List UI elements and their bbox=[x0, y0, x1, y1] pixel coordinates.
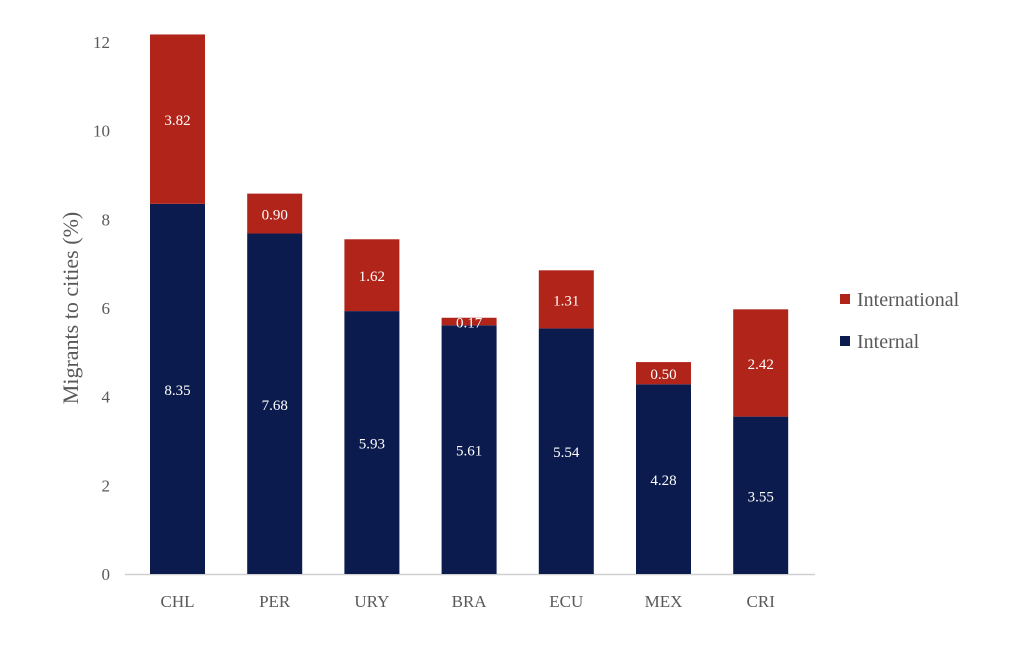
bar-international-bra bbox=[441, 317, 497, 326]
bar-international-ury bbox=[344, 239, 400, 312]
data-label: 0.50 bbox=[650, 367, 676, 383]
data-label: 3.82 bbox=[164, 113, 190, 129]
bar-international-per bbox=[247, 193, 303, 234]
x-tick-label: PER bbox=[259, 592, 291, 611]
bar-international-chl bbox=[150, 34, 205, 204]
data-label: 7.68 bbox=[262, 398, 288, 414]
data-label: 5.61 bbox=[456, 444, 482, 460]
y-tick-label: 12 bbox=[93, 33, 110, 52]
x-tick-label: URY bbox=[354, 592, 389, 611]
y-axis-label: Migrants to cities (%) bbox=[58, 212, 83, 404]
data-label: 8.35 bbox=[164, 383, 190, 399]
legend-label-internal: Internal bbox=[857, 331, 920, 353]
legend-swatch-internal bbox=[840, 336, 850, 346]
y-tick-label: 10 bbox=[93, 122, 110, 141]
x-tick-label: ECU bbox=[549, 592, 583, 611]
data-label: 1.62 bbox=[359, 269, 385, 285]
bar-internal-per bbox=[247, 233, 303, 574]
x-tick-label: BRA bbox=[452, 592, 488, 611]
x-tick-label: CHL bbox=[161, 592, 195, 611]
data-label: 5.93 bbox=[359, 437, 385, 453]
y-tick-label: 2 bbox=[102, 476, 111, 495]
bar-internal-chl bbox=[150, 203, 205, 575]
data-label: 2.42 bbox=[748, 357, 774, 373]
y-tick-label: 8 bbox=[102, 210, 111, 229]
bar-international-ecu bbox=[538, 270, 594, 329]
data-label: 5.54 bbox=[553, 445, 580, 461]
y-tick-label: 4 bbox=[102, 388, 111, 407]
data-label: 0.90 bbox=[262, 208, 288, 224]
bar-internal-ecu bbox=[538, 328, 594, 574]
bar-international-cri bbox=[733, 309, 789, 417]
bar-internal-cri bbox=[733, 416, 789, 574]
data-label: 3.55 bbox=[748, 489, 774, 505]
data-label: 0.17 bbox=[456, 316, 483, 332]
data-label: 4.28 bbox=[650, 473, 676, 489]
legend-label-international: International bbox=[857, 289, 960, 311]
y-tick-label: 6 bbox=[102, 299, 111, 318]
data-label: 1.31 bbox=[553, 293, 579, 309]
bar-internal-bra bbox=[441, 325, 497, 574]
bar-internal-ury bbox=[344, 311, 400, 574]
x-tick-label: CRI bbox=[747, 592, 776, 611]
bar-internal-mex bbox=[636, 384, 691, 574]
legend-swatch-international bbox=[840, 294, 850, 304]
y-tick-label: 0 bbox=[102, 565, 111, 584]
bar-international-mex bbox=[636, 362, 691, 385]
x-tick-label: MEX bbox=[645, 592, 683, 611]
